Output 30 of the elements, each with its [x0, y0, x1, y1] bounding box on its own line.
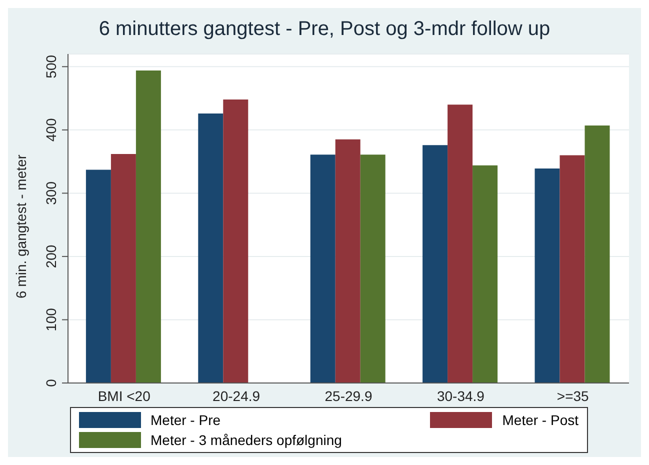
legend-label: Meter - Pre [150, 412, 221, 428]
x-tick-label: 20-24.9 [212, 388, 260, 404]
y-tick-label: 300 [43, 181, 59, 205]
y-tick-label: 100 [43, 308, 59, 332]
bar [560, 155, 585, 383]
bar [448, 104, 473, 383]
y-tick-label: 400 [43, 118, 59, 142]
legend-label: Meter - Post [502, 412, 578, 428]
bar [584, 125, 610, 383]
x-tick-label: BMI <20 [98, 388, 151, 404]
x-tick-label: 25-29.9 [324, 388, 372, 404]
bar [136, 70, 161, 383]
x-tick-label: 30-34.9 [436, 388, 485, 404]
y-tick-label: 0 [43, 378, 59, 387]
bar [198, 113, 224, 383]
x-tick-label: >=35 [556, 388, 590, 404]
bar [223, 100, 248, 383]
bar [310, 154, 336, 383]
bar [360, 154, 386, 383]
legend-label: Meter - 3 måneders opfølgning [150, 432, 342, 448]
bar [534, 168, 560, 383]
bar [110, 154, 136, 383]
y-tick-label: 500 [43, 54, 59, 78]
y-axis-title: 6 min. gangtest - meter [12, 154, 29, 298]
bar [472, 165, 498, 383]
bar [335, 139, 360, 383]
chart-title: 6 minutters gangtest - Pre, Post og 3-mdr follow up [98, 17, 552, 42]
bar [86, 170, 111, 383]
y-tick-label: 200 [43, 244, 59, 268]
bar [422, 145, 448, 383]
